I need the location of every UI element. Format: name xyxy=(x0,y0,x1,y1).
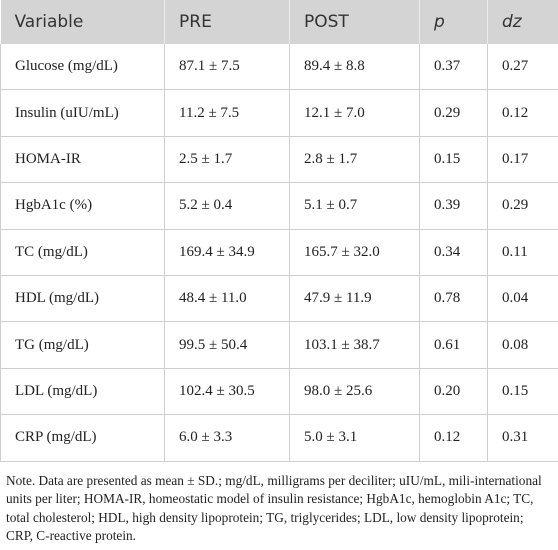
data-table: Variable PRE POST p dz Glucose (mg/dL) 87.1 ±… xyxy=(0,0,558,462)
table-cell: 6.0 ± 3.3 xyxy=(164,414,290,462)
table-note: Note. Data are presented as mean ± SD.; … xyxy=(6,472,542,544)
table-cell: Glucose (mg/dL) xyxy=(0,44,165,91)
table-cell: 169.4 ± 34.9 xyxy=(164,229,290,276)
table-cell: 102.4 ± 30.5 xyxy=(164,368,290,416)
table-cell: 0.29 xyxy=(487,182,558,230)
table-row: Glucose (mg/dL) 87.1 ± 7.5 89.4 ± 8.8 0.37 0… xyxy=(0,44,558,91)
table-cell: 0.61 xyxy=(419,321,488,369)
table-cell: 0.34 xyxy=(419,229,488,276)
table-cell: 0.37 xyxy=(419,44,488,91)
table-cell: TC (mg/dL) xyxy=(0,229,165,276)
table-row: HOMA-IR 2.5 ± 1.7 2.8 ± 1.7 0.15 0.17 xyxy=(0,136,558,184)
table-cell: 0.17 xyxy=(487,136,558,184)
table-cell: 89.4 ± 8.8 xyxy=(289,44,420,91)
table-cell: 2.5 ± 1.7 xyxy=(164,136,290,184)
table-cell: 0.20 xyxy=(419,368,488,416)
table-cell: 5.0 ± 3.1 xyxy=(289,414,420,462)
header-cell: dz xyxy=(487,0,558,44)
table-cell: 0.31 xyxy=(487,414,558,462)
table-cell: 103.1 ± 38.7 xyxy=(289,321,420,369)
table-cell: 0.39 xyxy=(419,182,488,230)
table-cell: 11.2 ± 7.5 xyxy=(164,89,290,137)
table-cell: HOMA-IR xyxy=(0,136,165,184)
table-row: LDL (mg/dL) 102.4 ± 30.5 98.0 ± 25.6 0.20 0.… xyxy=(0,368,558,416)
header-cell: PRE xyxy=(164,0,290,44)
table-cell: 0.27 xyxy=(487,44,558,91)
table-cell: 87.1 ± 7.5 xyxy=(164,44,290,91)
table-cell: 98.0 ± 25.6 xyxy=(289,368,420,416)
header-cell: POST xyxy=(289,0,420,44)
header-row: Variable PRE POST p dz xyxy=(0,0,558,44)
table-cell: 0.78 xyxy=(419,275,488,323)
table-cell: 0.08 xyxy=(487,321,558,369)
table-cell: 0.11 xyxy=(487,229,558,276)
table-row: HDL (mg/dL) 48.4 ± 11.0 47.9 ± 11.9 0.78 0.0… xyxy=(0,275,558,323)
table-cell: 0.12 xyxy=(419,414,488,462)
table-cell: 0.29 xyxy=(419,89,488,137)
table-row: HgbA1c (%) 5.2 ± 0.4 5.1 ± 0.7 0.39 0.29 xyxy=(0,182,558,230)
table-body: Glucose (mg/dL) 87.1 ± 7.5 89.4 ± 8.8 0.37 0… xyxy=(0,44,558,462)
table-cell: 5.2 ± 0.4 xyxy=(164,182,290,230)
table-row: TG (mg/dL) 99.5 ± 50.4 103.1 ± 38.7 0.61 0.0… xyxy=(0,321,558,369)
table-cell: TG (mg/dL) xyxy=(0,321,165,369)
table-cell: 12.1 ± 7.0 xyxy=(289,89,420,137)
table-cell: LDL (mg/dL) xyxy=(0,368,165,416)
table-cell: HgbA1c (%) xyxy=(0,182,165,230)
table-cell: CRP (mg/dL) xyxy=(0,414,165,462)
table-cell: HDL (mg/dL) xyxy=(0,275,165,323)
table-row: TC (mg/dL) 169.4 ± 34.9 165.7 ± 32.0 0.34 0.… xyxy=(0,229,558,276)
header-cell: Variable xyxy=(0,0,165,44)
header-cell: p xyxy=(419,0,488,44)
table-cell: 165.7 ± 32.0 xyxy=(289,229,420,276)
table-cell: 0.15 xyxy=(487,368,558,416)
table-cell: 99.5 ± 50.4 xyxy=(164,321,290,369)
table-cell: 48.4 ± 11.0 xyxy=(164,275,290,323)
table-cell: 0.04 xyxy=(487,275,558,323)
table-cell: 0.15 xyxy=(419,136,488,184)
table-cell: 0.12 xyxy=(487,89,558,137)
table-cell: 2.8 ± 1.7 xyxy=(289,136,420,184)
table-row: Insulin (uIU/mL) 11.2 ± 7.5 12.1 ± 7.0 0.29… xyxy=(0,89,558,137)
table-cell: 5.1 ± 0.7 xyxy=(289,182,420,230)
table-cell: Insulin (uIU/mL) xyxy=(0,89,165,137)
table-cell: 47.9 ± 11.9 xyxy=(289,275,420,323)
table-row: CRP (mg/dL) 6.0 ± 3.3 5.0 ± 3.1 0.12 0.31 xyxy=(0,414,558,462)
